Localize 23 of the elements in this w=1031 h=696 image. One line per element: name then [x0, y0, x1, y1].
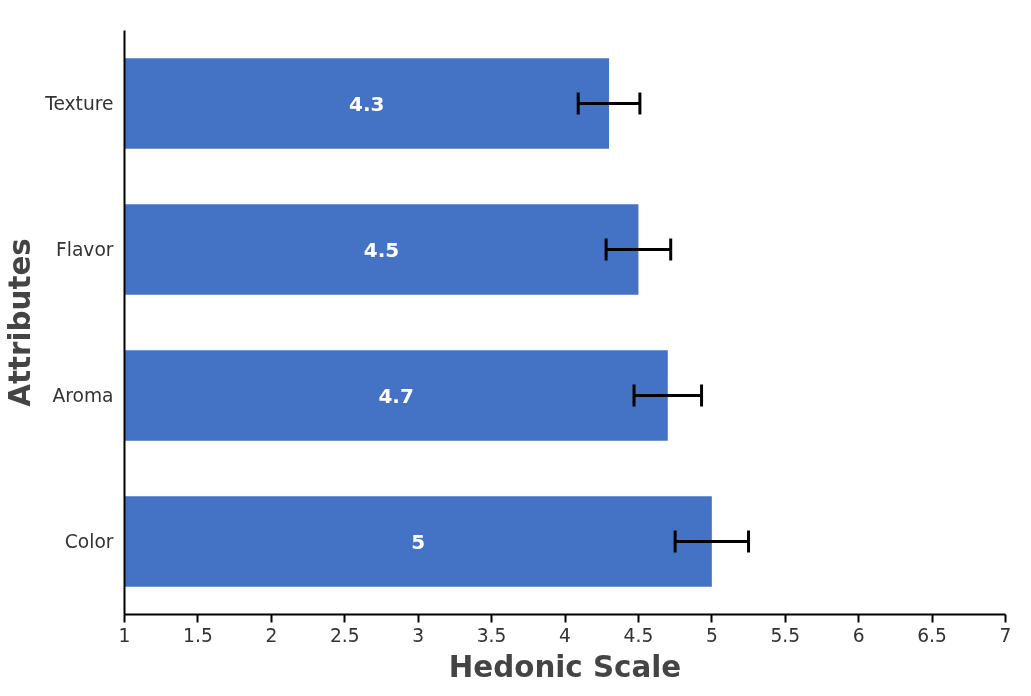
x-tick-label: 2 — [265, 624, 278, 646]
x-tick-label: 3.5 — [476, 624, 507, 646]
x-tick-label: 6 — [852, 624, 865, 646]
y-tick-label: Texture — [44, 93, 114, 114]
x-tick-label: 4 — [559, 624, 571, 646]
y-tick-label: Aroma — [52, 385, 114, 406]
x-tick-label: 2.5 — [329, 624, 360, 646]
data-label: 4.5 — [363, 237, 400, 262]
y-axis-title: Attributes — [3, 238, 38, 407]
y-tick-label: Color — [64, 531, 114, 552]
x-tick-label: 5 — [705, 624, 718, 646]
data-label: 4.3 — [349, 91, 385, 116]
x-tick-label: 5.5 — [770, 624, 801, 646]
data-label: 4.7 — [378, 383, 414, 408]
data-label: 5 — [411, 529, 426, 554]
x-tick-label: 1.5 — [183, 624, 213, 646]
x-tick-label: 1 — [118, 624, 131, 646]
x-tick-label: 3 — [412, 624, 425, 646]
y-tick-label: Flavor — [56, 239, 114, 260]
x-tick-label: 4.5 — [623, 624, 654, 646]
x-tick-label: 7 — [999, 624, 1012, 646]
x-axis-title: Hedonic Scale — [448, 649, 682, 684]
x-tick-label: 6.5 — [917, 624, 947, 646]
